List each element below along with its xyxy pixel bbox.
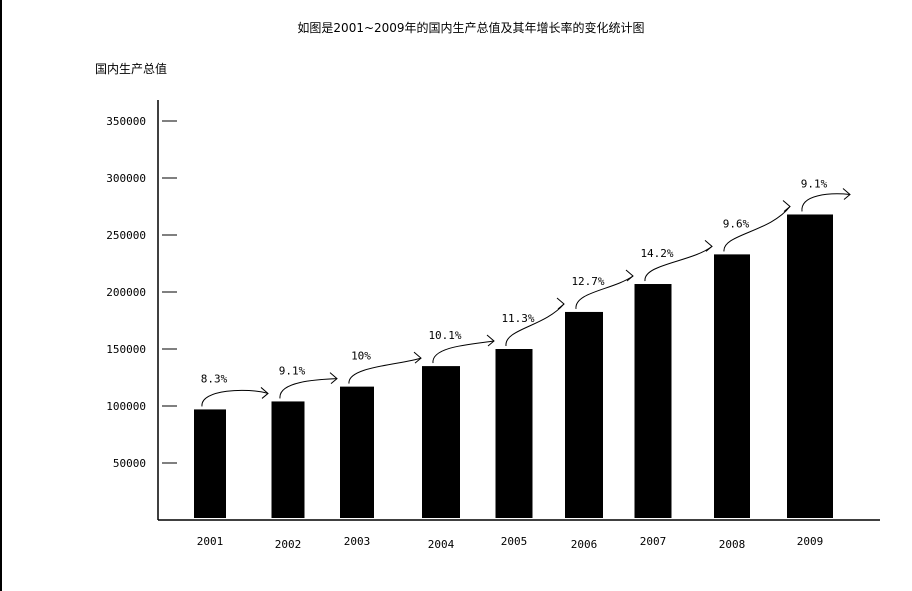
bar-2002 bbox=[271, 401, 305, 518]
arrowhead bbox=[329, 372, 338, 385]
bar-2004 bbox=[422, 366, 460, 518]
x-tick-label: 2001 bbox=[197, 535, 224, 548]
x-tick-label: 2007 bbox=[640, 535, 667, 548]
x-tick-label: 2003 bbox=[344, 535, 371, 548]
growth-arrow bbox=[348, 357, 422, 384]
chart-title: 如图是2001~2009年的国内生产总值及其年增长率的变化统计图 bbox=[297, 21, 645, 35]
growth-arrow bbox=[432, 340, 495, 364]
y-tick-label: 150000 bbox=[106, 343, 146, 356]
y-axis-label: 国内生产总值 bbox=[95, 62, 168, 76]
growth-rate-label: 10% bbox=[351, 350, 371, 363]
growth-rate-label: 10.1% bbox=[428, 329, 461, 342]
x-tick-label: 2005 bbox=[501, 535, 528, 548]
growth-arrow bbox=[644, 245, 713, 282]
growth-arrow bbox=[723, 206, 791, 252]
bar-2005 bbox=[495, 349, 533, 518]
x-tick-label: 2004 bbox=[428, 538, 455, 551]
growth-rate-label: 9.1% bbox=[279, 364, 306, 377]
growth-arrow bbox=[279, 378, 338, 399]
growth-rate-label: 8.3% bbox=[201, 372, 228, 385]
y-tick-label: 50000 bbox=[113, 457, 146, 470]
bar-2008 bbox=[714, 254, 750, 518]
growth-rate-label: 12.7% bbox=[571, 275, 604, 288]
arrowhead bbox=[782, 200, 791, 212]
arrowhead bbox=[486, 334, 495, 347]
growth-arrow bbox=[505, 303, 565, 347]
arrowhead bbox=[842, 188, 851, 200]
x-tick-label: 2002 bbox=[275, 538, 302, 551]
x-tick-label: 2006 bbox=[571, 538, 598, 551]
growth-rate-label: 14.2% bbox=[640, 247, 673, 260]
bar-2009 bbox=[787, 214, 833, 519]
arrowhead bbox=[704, 240, 713, 252]
y-tick-label: 100000 bbox=[106, 400, 146, 413]
growth-rate-label: 9.1% bbox=[801, 177, 828, 190]
growth-arrow bbox=[201, 389, 269, 407]
arrowhead bbox=[413, 351, 422, 364]
y-tick-label: 350000 bbox=[106, 115, 146, 128]
growth-arrow bbox=[575, 275, 634, 310]
bar-2001 bbox=[194, 409, 226, 518]
growth-arrow bbox=[801, 193, 851, 212]
arrowhead bbox=[260, 387, 269, 399]
growth-rate-label: 9.6% bbox=[723, 217, 750, 230]
bar-2006 bbox=[565, 311, 603, 518]
y-tick-label: 200000 bbox=[106, 286, 146, 299]
frame-border bbox=[0, 0, 2, 591]
x-tick-label: 2008 bbox=[719, 538, 746, 551]
bar-2007 bbox=[634, 284, 672, 518]
x-tick-label: 2009 bbox=[797, 535, 824, 548]
bar-2003 bbox=[340, 386, 374, 518]
y-tick-label: 300000 bbox=[106, 172, 146, 185]
growth-rate-label: 11.3% bbox=[501, 312, 534, 325]
y-tick-label: 250000 bbox=[106, 229, 146, 242]
arrowhead bbox=[556, 297, 565, 310]
arrowhead bbox=[625, 269, 634, 282]
